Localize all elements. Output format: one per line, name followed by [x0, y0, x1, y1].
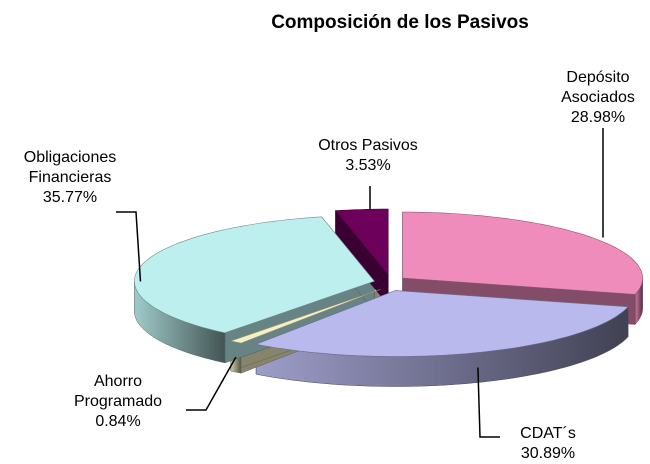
category-label: CDAT´s: [520, 425, 576, 442]
category-label: Depósito Asociados: [561, 69, 635, 106]
category-label: Otros Pasivos: [318, 137, 418, 154]
slice: [229, 289, 381, 344]
slice: [402, 211, 643, 295]
slice-label: CDAT´s 30.89%: [503, 424, 593, 464]
value-label: 3.53%: [345, 157, 391, 174]
slice-label: Ahorro Programado 0.84%: [58, 372, 178, 432]
value-label: 28.98%: [570, 109, 626, 126]
slice-label: Otros Pasivos 3.53%: [293, 136, 443, 176]
slice-label: Depósito Asociados 28.98%: [543, 68, 650, 128]
leader-line: [116, 211, 142, 282]
category-label: Obligaciones Financieras: [23, 149, 117, 186]
chart-title: Composición de los Pasivos: [271, 12, 529, 33]
leader-line: [186, 356, 237, 411]
slice: [255, 290, 629, 357]
leader-line: [477, 367, 500, 438]
slice: [134, 216, 375, 334]
value-label: 30.89%: [520, 445, 576, 462]
value-label: 35.77%: [42, 189, 98, 206]
slice-label: Obligaciones Financieras 35.77%: [5, 148, 135, 208]
value-label: 0.84%: [95, 413, 141, 430]
slice: [334, 208, 389, 276]
category-label: Ahorro Programado: [73, 373, 163, 410]
